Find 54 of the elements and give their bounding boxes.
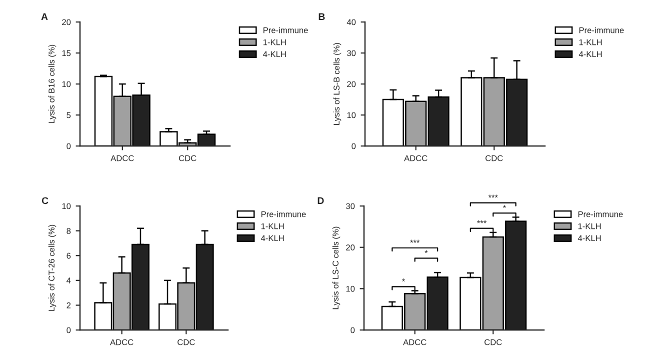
y-tick-label: 40	[346, 19, 356, 26]
y-tick-label: 10	[62, 81, 71, 88]
legend-label: 1-KLH	[261, 223, 284, 230]
y-tick-label: 0	[66, 143, 71, 150]
y-tick-label: 6	[66, 252, 71, 259]
x-tick-label: CDC	[484, 339, 502, 346]
x-tick-label: CDC	[179, 155, 196, 162]
text: A	[41, 13, 48, 20]
legend-label: 4-KLH	[578, 235, 601, 242]
y-tick-label: 10	[62, 203, 71, 210]
x-tick-label: CDC	[486, 155, 503, 162]
y-tick-label: 2	[66, 302, 71, 308]
y-axis-title: Lysis of LS-B cells (%)	[333, 42, 342, 125]
y-tick-label: 5	[66, 112, 71, 118]
y-tick-label: 20	[346, 244, 355, 250]
y-tick-label: 20	[62, 19, 71, 26]
y-tick-label: 20	[347, 81, 356, 88]
y-axis-title: Lysis of B16 cells (%)	[48, 44, 56, 123]
y-tick-label: 0	[66, 327, 71, 334]
y-tick-label: 0	[352, 143, 356, 150]
text: B	[318, 13, 325, 20]
legend-label: 1-KLH	[263, 39, 286, 46]
x-tick-label: CDC	[178, 339, 195, 346]
annotation: *	[424, 250, 428, 254]
y-axis-title: Lysis of CT-26 cells (%)	[48, 224, 56, 311]
x-tick-label: ADCC	[110, 339, 134, 346]
y-tick-label: 10	[347, 112, 356, 118]
y-tick-label: 30	[347, 50, 356, 56]
annotation: *	[502, 204, 506, 208]
x-tick-label: ADCC	[404, 155, 428, 162]
y-tick-label: 0	[350, 327, 355, 334]
legend-label: Pre-immune	[578, 211, 623, 218]
text: D	[318, 197, 324, 204]
y-tick-label: 30	[346, 203, 355, 210]
y-tick-label: 10	[346, 286, 355, 292]
legend-label: Pre-immune	[579, 27, 624, 34]
x-tick-label: ADCC	[110, 155, 134, 162]
legend-label: 4-KLH	[260, 235, 284, 242]
annotation: ***	[410, 240, 420, 243]
legend-label: Pre-immune	[261, 211, 306, 218]
legend-label: 4-KLH	[578, 51, 602, 58]
text: C	[42, 197, 48, 204]
annotation: ***	[477, 220, 487, 224]
legend-label: 1-KLH	[579, 39, 602, 46]
y-tick-label: 4	[66, 278, 71, 284]
y-axis-title: Lysis of LS-C cells (%)	[332, 226, 340, 310]
y-tick-label: 15	[62, 50, 71, 56]
x-tick-label: ADCC	[403, 339, 426, 346]
text: ***	[488, 194, 498, 198]
legend-label: 4-KLH	[263, 51, 286, 58]
y-tick-label: 8	[66, 228, 71, 234]
annotation: *	[402, 278, 406, 282]
legend-label: 1-KLH	[578, 223, 601, 230]
legend-label: Pre-immune	[264, 27, 308, 34]
